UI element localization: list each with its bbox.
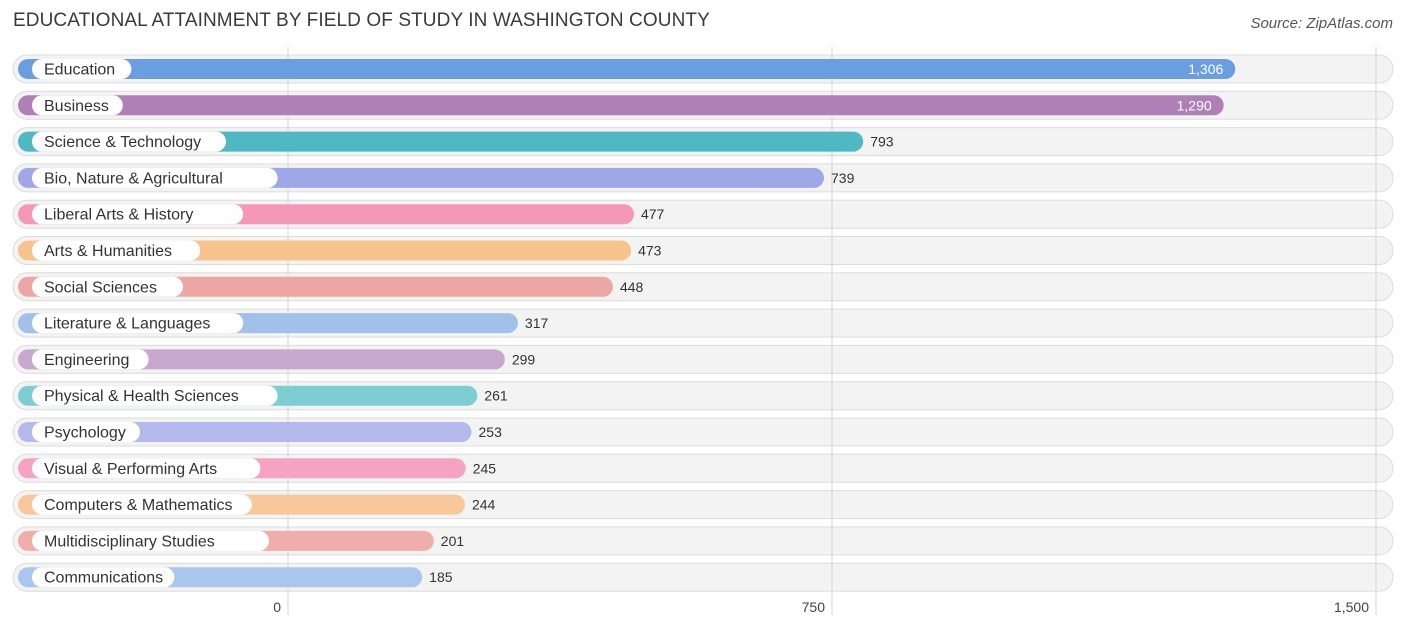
bar (18, 131, 864, 152)
value-label: 244 (472, 497, 496, 513)
category-label: Physical & Health Sciences (44, 388, 239, 405)
category-label: Visual & Performing Arts (44, 461, 217, 478)
value-label: 793 (870, 134, 894, 150)
category-label-background (32, 530, 269, 551)
value-label: 448 (620, 279, 644, 295)
category-label-background (32, 167, 278, 188)
value-label: 261 (484, 388, 508, 404)
category-label-background (32, 349, 149, 370)
source-credit: Source: ZipAtlas.com (1250, 15, 1393, 32)
category-label: Communications (44, 570, 163, 587)
category-label: Multidisciplinary Studies (44, 533, 215, 550)
category-label-background (32, 131, 226, 152)
value-label: 245 (473, 460, 497, 476)
category-label-background (32, 567, 175, 588)
value-label: 185 (429, 569, 453, 585)
category-label-background (32, 422, 140, 442)
chart-title: EDUCATIONAL ATTAINMENT BY FIELD OF STUDY… (13, 10, 710, 31)
x-tick-label: 1,500 (1334, 599, 1369, 615)
category-label-background (32, 204, 244, 225)
value-label: 477 (641, 206, 665, 222)
category-label: Liberal Arts & History (44, 207, 193, 224)
category-label: Bio, Nature & Agricultural (44, 170, 223, 187)
category-label-background (32, 385, 278, 406)
value-label: 317 (525, 315, 549, 331)
category-label-background (32, 240, 201, 261)
value-label: 473 (638, 243, 662, 259)
category-label-background (32, 494, 252, 515)
category-label-background (32, 59, 132, 79)
bar (18, 59, 1236, 79)
category-label-background (32, 313, 244, 334)
category-label: Computers & Mathematics (44, 497, 233, 514)
value-label: 1,290 (1177, 97, 1212, 113)
category-label: Engineering (44, 352, 129, 369)
x-tick-label: 0 (273, 599, 281, 615)
category-label: Social Sciences (44, 279, 157, 296)
category-label-background (32, 276, 183, 297)
category-label: Literature & Languages (44, 316, 210, 333)
x-tick-label: 750 (802, 599, 826, 615)
category-label: Business (44, 98, 109, 115)
value-label: 201 (441, 533, 465, 549)
bar (18, 95, 1224, 116)
value-label: 739 (831, 170, 855, 186)
category-label-background (32, 458, 261, 479)
value-label: 299 (512, 351, 536, 367)
value-label: 1,306 (1188, 61, 1223, 77)
value-label: 253 (479, 424, 503, 440)
category-label: Arts & Humanities (44, 243, 172, 260)
category-label: Education (44, 62, 115, 79)
category-label: Psychology (44, 425, 126, 442)
category-label: Science & Technology (44, 134, 201, 151)
category-label-background (32, 95, 123, 116)
